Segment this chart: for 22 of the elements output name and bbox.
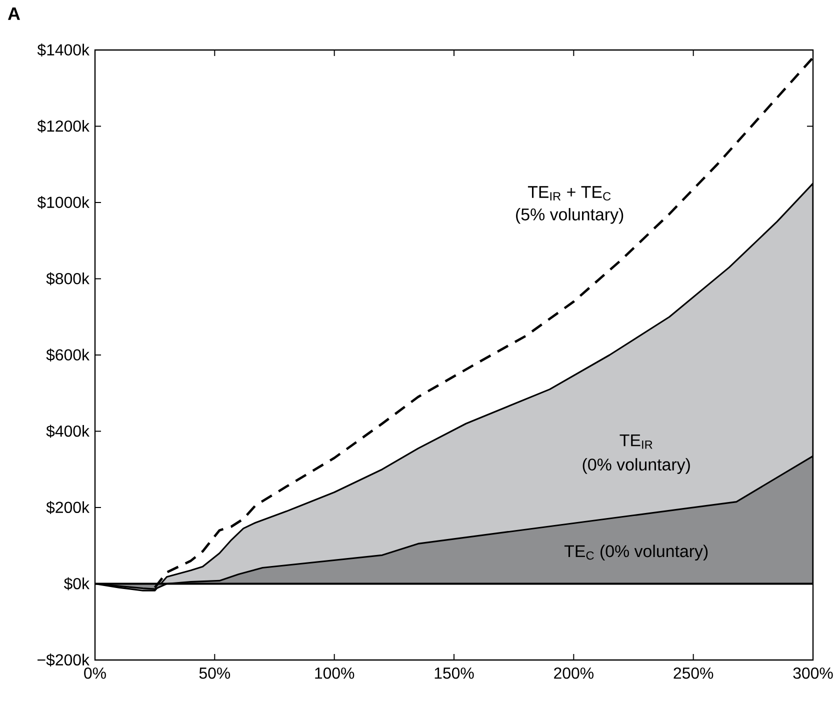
- x-tick-label: 300%: [793, 668, 833, 679]
- y-tick-label: $1400k: [37, 44, 90, 56]
- x-tick-label: 250%: [674, 668, 714, 679]
- chart-title: A: [8, 7, 20, 20]
- annotation: TE$_{IR}$: [620, 434, 652, 449]
- y-tick-label: $600k: [46, 348, 90, 362]
- annotation: (5% voluntary): [516, 208, 624, 224]
- y-tick-label: $1000k: [37, 196, 90, 209]
- y-tick-label: $800k: [46, 272, 90, 286]
- x-tick-label: 0%: [84, 668, 106, 679]
- y-tick-label: −$200k: [38, 654, 90, 666]
- annotation: (0% voluntary): [582, 458, 690, 474]
- x-tick-label: 100%: [315, 668, 354, 679]
- y-tick-label: $1200k: [37, 120, 90, 133]
- x-tick-label: 150%: [434, 668, 474, 679]
- annotation: TE$_{IR}$ + TE$_{C}$: [528, 186, 611, 201]
- y-tick-label: $200k: [46, 501, 90, 514]
- annotation: TE$_{C}$ (0% voluntary): [564, 544, 708, 561]
- x-tick-label: 50%: [199, 668, 230, 679]
- x-tick-label: 200%: [554, 668, 594, 679]
- y-tick-label: $400k: [46, 424, 90, 438]
- y-tick-label: $0k: [64, 577, 90, 590]
